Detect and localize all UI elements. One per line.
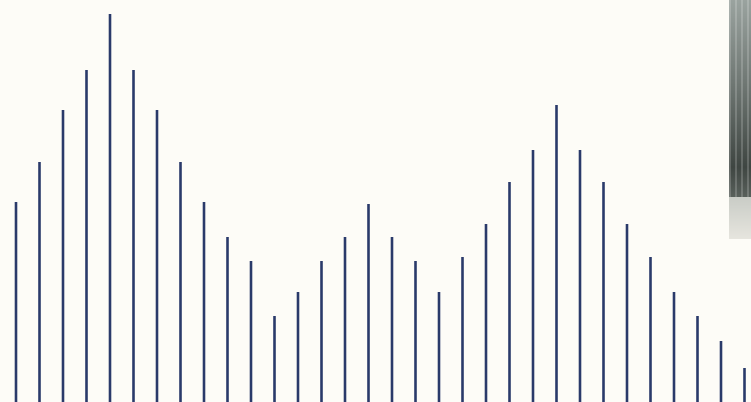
building-ground: [729, 197, 751, 239]
building-facade: [729, 0, 751, 239]
building-photo-thumbnail: [729, 0, 751, 239]
